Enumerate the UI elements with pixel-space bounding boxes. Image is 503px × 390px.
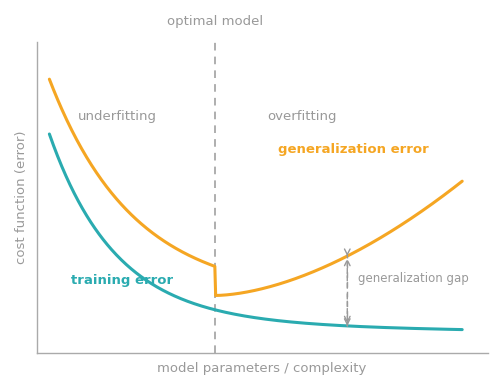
Text: overfitting: overfitting [267, 110, 337, 123]
Text: generalization error: generalization error [278, 143, 429, 156]
Text: generalization gap: generalization gap [358, 272, 469, 285]
Text: training error: training error [70, 274, 173, 287]
Y-axis label: cost function (error): cost function (error) [15, 131, 28, 264]
X-axis label: model parameters / complexity: model parameters / complexity [157, 362, 367, 375]
Text: underfitting: underfitting [77, 110, 156, 123]
Text: optimal model: optimal model [167, 15, 264, 28]
